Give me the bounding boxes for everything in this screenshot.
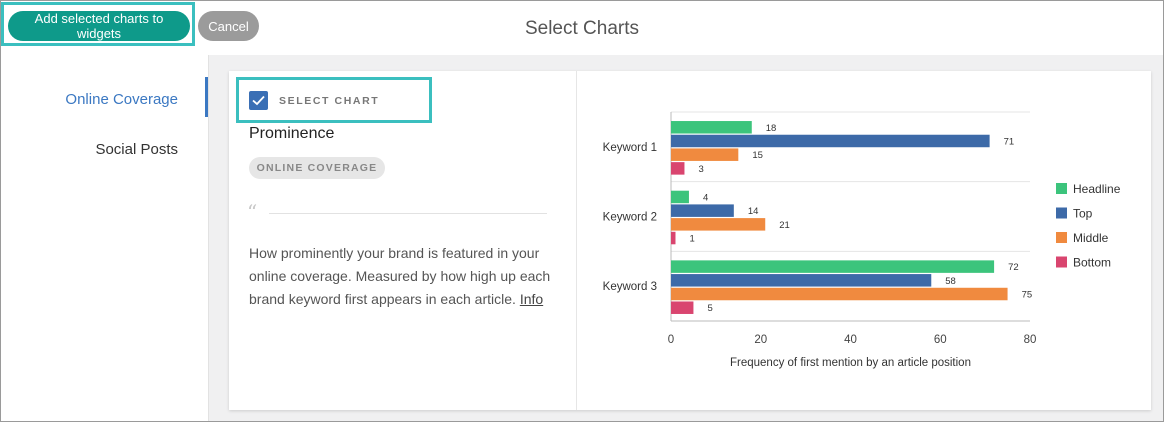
legend-label: Bottom (1073, 256, 1111, 270)
info-link[interactable]: Info (519, 291, 544, 307)
data-label: 3 (698, 164, 703, 175)
quote-icon: “ (247, 200, 258, 224)
x-tick-label: 80 (1024, 334, 1037, 346)
category-badge: ONLINE COVERAGE (249, 157, 385, 179)
cancel-button[interactable]: Cancel (198, 11, 259, 41)
bar (671, 260, 995, 273)
chart-card: SELECT CHART Prominence ONLINE COVERAGE … (229, 71, 1151, 410)
legend-swatch (1056, 207, 1067, 219)
bar (671, 287, 1008, 301)
bar (671, 134, 990, 148)
data-label: 75 (1022, 290, 1033, 301)
category-label: Keyword 2 (603, 212, 657, 224)
x-tick-label: 20 (754, 334, 767, 346)
description-text: How prominently your brand is featured i… (249, 245, 551, 307)
x-tick-label: 0 (668, 334, 674, 346)
bar (671, 162, 685, 175)
bar (671, 301, 694, 314)
x-axis-label: Frequency of first mention by an article… (730, 357, 971, 369)
select-chart-checkbox[interactable] (249, 91, 268, 110)
legend-swatch (1056, 183, 1067, 194)
bar (671, 274, 932, 287)
add-button-highlight (1, 2, 195, 46)
checkmark-icon (252, 95, 265, 106)
sidebar-active-indicator (205, 77, 208, 117)
sidebar-item-online-coverage[interactable]: Online Coverage (65, 91, 178, 108)
header: Add selected charts to widgets Cancel Se… (1, 1, 1163, 55)
legend-label: Middle (1073, 231, 1109, 245)
x-tick-label: 40 (844, 334, 857, 346)
select-chart-label[interactable]: SELECT CHART (279, 95, 380, 107)
legend-label: Headline (1073, 182, 1121, 196)
prominence-chart: Keyword 1 18 71 15 3 Keyword 2 4 14 21 1 Keyword 3… (603, 111, 1121, 369)
data-label: 5 (707, 303, 712, 314)
data-label: 18 (766, 123, 777, 134)
data-label: 14 (748, 206, 759, 217)
data-label: 1 (689, 234, 694, 245)
sidebar-item-social-posts[interactable]: Social Posts (95, 141, 178, 158)
bar (671, 148, 739, 161)
legend-swatch (1056, 256, 1067, 268)
page-title: Select Charts (524, 18, 640, 39)
category-label: Keyword 1 (603, 142, 657, 154)
bar (671, 190, 689, 204)
quote-divider (269, 213, 547, 214)
chart-name: Prominence (249, 125, 335, 142)
data-label: 21 (779, 220, 790, 231)
legend-swatch (1056, 232, 1067, 243)
add-selected-charts-button[interactable]: Add selected charts to widgets (8, 11, 190, 41)
select-chart-highlight (236, 77, 432, 123)
bar (671, 204, 734, 217)
bar (671, 218, 766, 231)
legend-label: Top (1073, 207, 1093, 221)
data-label: 15 (752, 150, 763, 161)
bar (671, 231, 676, 245)
bar (671, 121, 752, 134)
category-label: Keyword 3 (603, 281, 657, 293)
card-divider (576, 71, 577, 410)
data-label: 72 (1008, 262, 1019, 273)
data-label: 58 (945, 276, 956, 287)
x-tick-label: 60 (934, 334, 947, 346)
data-label: 71 (1004, 136, 1015, 147)
chart-description: How prominently your brand is featured i… (249, 242, 551, 311)
data-label: 4 (703, 192, 708, 203)
sidebar: Online Coverage Social Posts (1, 55, 209, 421)
